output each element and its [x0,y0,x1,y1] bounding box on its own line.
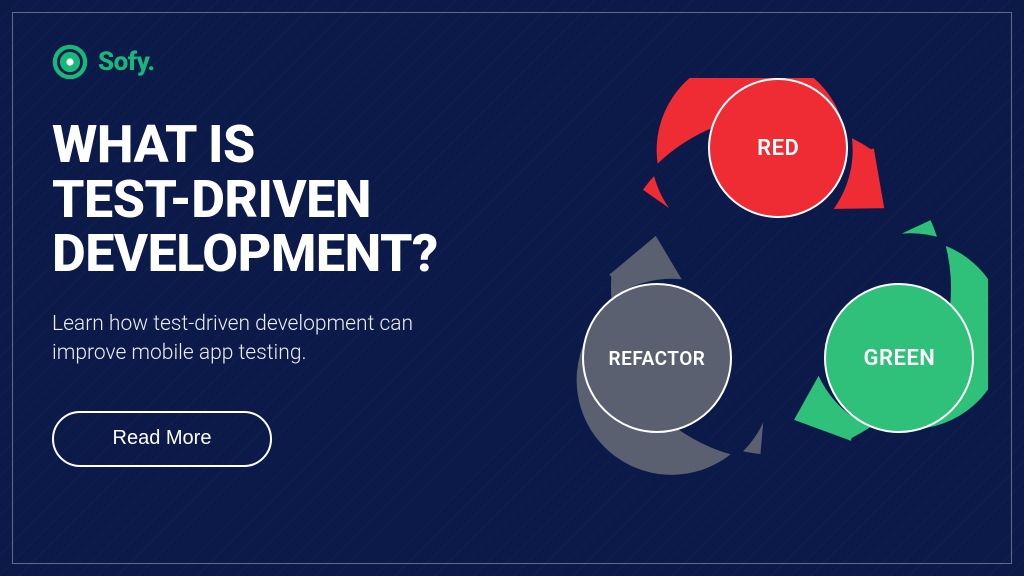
cycle-node-refactor: REFACTOR [582,283,732,433]
content-row: Sofy. WHAT ISTEST-DRIVENDEVELOPMENT? Lea… [0,0,1024,576]
cycle-node-red: RED [708,78,848,218]
logo-wordmark: Sofy. [98,47,155,77]
read-more-button[interactable]: Read More [52,411,272,467]
logo-mark-icon [52,44,88,80]
logo: Sofy. [52,44,512,80]
page-headline: WHAT ISTEST-DRIVENDEVELOPMENT? [52,118,512,282]
cycle-node-label-green: GREEN [864,346,936,371]
cycle-node-green: GREEN [824,283,974,433]
page-subhead: Learn how test-driven development can im… [52,310,492,369]
right-column: RED GREEN REFACTOR [532,0,1024,576]
cycle-node-label-red: RED [757,136,799,161]
left-column: Sofy. WHAT ISTEST-DRIVENDEVELOPMENT? Lea… [0,0,532,576]
cycle-node-label-refactor: REFACTOR [609,347,706,370]
tdd-cycle-diagram: RED GREEN REFACTOR [568,78,988,498]
read-more-label: Read More [113,427,212,450]
